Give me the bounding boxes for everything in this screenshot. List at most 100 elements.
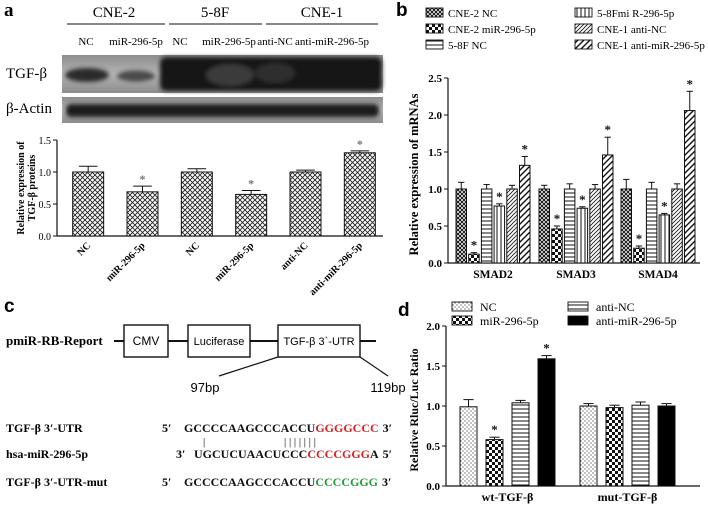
x-tick-label: wt-TGF-β xyxy=(482,490,534,504)
bar xyxy=(511,402,530,487)
chart-d: 0.0 0.5 1.0 1.5 2.0 * * wt-TGF-β mut-TGF-β Relati… xyxy=(407,300,700,504)
end-marker: 3′ xyxy=(176,447,185,461)
significance-marker: * xyxy=(491,422,498,437)
legend-label: CNE-2 NC xyxy=(448,8,497,20)
bar xyxy=(579,405,598,487)
legend-label: CNE-2 miR-296-5p xyxy=(448,24,536,36)
sequence-mirna: UGCUCUAACUCCCCCCCGGGA 5′ xyxy=(194,447,392,461)
legend-swatch xyxy=(425,7,444,18)
bar xyxy=(563,188,576,264)
y-tick-label: 1.0 xyxy=(428,184,442,196)
significance-marker: * xyxy=(543,341,550,356)
sequence-segment: GCCCCAAGCCCACCU xyxy=(184,475,316,489)
legend-label: 5-8Fmi R-296-5p xyxy=(597,8,675,20)
y-tick-label: 1.5 xyxy=(426,361,440,373)
y-axis-label: Relative Rluc/Luc Ratio xyxy=(407,348,421,471)
construct-title: pmiR-RB-Report xyxy=(6,333,103,348)
legend-swatch xyxy=(425,23,444,34)
panel-label-c: c xyxy=(4,296,15,317)
bar xyxy=(72,171,105,237)
end-marker: 5′ xyxy=(162,421,171,435)
bar xyxy=(605,407,624,487)
y-tick-label: 0.5 xyxy=(39,200,52,211)
western-blot: CNE-2 5-8F CNE-1 NC miR-296-5p NC miR-29… xyxy=(6,5,383,123)
legend-label: anti-miR-296-5p xyxy=(596,314,677,328)
utr-expand-left xyxy=(218,356,279,377)
bar xyxy=(235,193,268,237)
pairing-mark-first: | xyxy=(203,436,205,448)
bar xyxy=(289,171,322,237)
sequence-segment: GCCCCAAGCCCACCU xyxy=(184,421,316,435)
x-tick-label: SMAD3 xyxy=(556,269,596,281)
blot-row-label-tgfb: TGF-β xyxy=(6,66,47,82)
significance-marker: * xyxy=(140,172,146,186)
x-tick-label: miR-296-5p xyxy=(104,240,148,284)
mutated-region: CCCCGGG xyxy=(315,475,378,489)
end-marker: 3′ xyxy=(383,421,392,435)
bar xyxy=(645,188,658,264)
bar xyxy=(602,154,614,264)
position-start: 97bp xyxy=(191,380,220,395)
y-axis-label-line: TGF-β proteins xyxy=(27,155,38,222)
bar xyxy=(589,188,601,264)
chart-a: 0.0 0.5 1.0 1.5 NC * miR-296-5p NC * miR-296-5p an… xyxy=(16,136,383,298)
cell-line-cne1: CNE-1 xyxy=(301,5,344,21)
y-tick-label: 2.5 xyxy=(428,73,442,85)
legend-label: CNE-1 anti-miR-296-5p xyxy=(597,40,705,52)
legend-swatch xyxy=(574,23,593,34)
lane-label: NC xyxy=(172,36,187,48)
lane-label: miR-296-5p xyxy=(202,36,256,48)
lane-label: miR-296-5p xyxy=(109,36,163,48)
x-tick-label: NC xyxy=(184,240,202,258)
x-tick-label: SMAD4 xyxy=(638,269,678,281)
y-tick-label: 1.0 xyxy=(39,168,52,179)
bar xyxy=(180,171,213,237)
sequence-label: TGF-β 3′-UTR xyxy=(6,421,83,435)
end-marker: 5′ xyxy=(162,475,171,489)
significance-marker: * xyxy=(522,141,529,156)
end-marker: 3′ xyxy=(382,475,391,489)
legend-swatch xyxy=(451,301,473,312)
bar xyxy=(506,188,518,264)
legend-swatch xyxy=(567,301,589,312)
bar xyxy=(519,164,531,264)
significance-marker: * xyxy=(661,198,668,213)
lane-label: anti-miR-296-5p xyxy=(295,36,369,48)
bar xyxy=(620,188,632,264)
bar xyxy=(485,439,504,487)
bar xyxy=(537,358,556,487)
legend-swatch xyxy=(425,39,444,50)
cell-line-cne2: CNE-2 xyxy=(93,5,136,21)
cell-line-58f: 5-8F xyxy=(201,5,229,21)
legend-swatch xyxy=(574,7,593,18)
significance-marker: * xyxy=(605,122,612,137)
panel-label-b: b xyxy=(396,0,408,21)
x-tick-label: SMAD2 xyxy=(473,269,513,281)
blot-bands-tgfb xyxy=(65,57,382,91)
bar xyxy=(657,405,676,487)
bar xyxy=(480,188,493,264)
bar xyxy=(468,253,480,264)
y-tick-label: 1.5 xyxy=(428,147,442,159)
sequence-segment: A xyxy=(370,447,379,461)
luciferase-label: Luciferase xyxy=(194,336,245,348)
cmv-box xyxy=(123,324,169,358)
significance-marker: * xyxy=(471,238,478,253)
significance-marker: * xyxy=(579,192,586,207)
y-axis-label-line: Relative expression of xyxy=(16,141,27,235)
bar xyxy=(671,188,683,264)
legend-label: CNE-1 anti-NC xyxy=(597,24,666,36)
reporter-construct: pmiR-RB-Report CMV Luciferase TGF-β 3`-U… xyxy=(6,324,406,489)
bar xyxy=(684,110,696,264)
legend-swatch xyxy=(451,315,473,326)
utr-label: TGF-β 3`-UTR xyxy=(283,336,354,348)
x-tick-label: NC xyxy=(75,240,93,258)
y-tick-label: 0.0 xyxy=(426,481,440,493)
legend-swatch xyxy=(567,315,589,326)
y-tick-label: 2.0 xyxy=(426,321,440,333)
x-tick-label: miR-296-5p xyxy=(213,240,257,284)
legend-label: anti-NC xyxy=(596,300,635,314)
bar xyxy=(538,188,550,264)
